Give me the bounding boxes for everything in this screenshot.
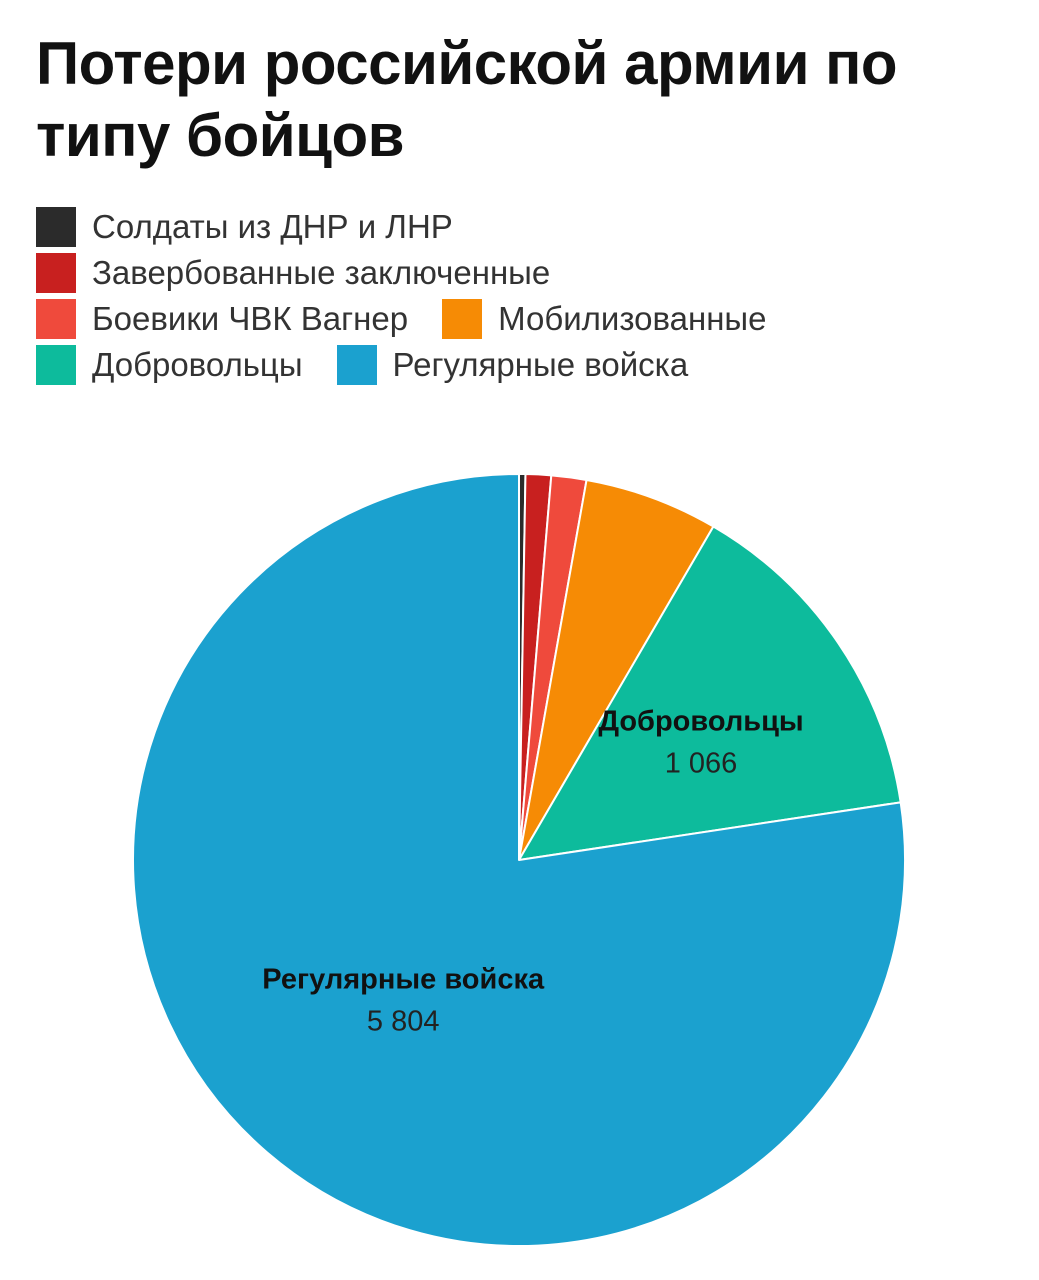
legend-row: Завербованные заключенные bbox=[36, 250, 996, 296]
pie-data-labels: Добровольцы 1 066 Регулярные войска 5 804 bbox=[262, 705, 803, 1037]
slice-label-value: 1 066 bbox=[665, 747, 738, 779]
pie-slice-regular bbox=[132, 473, 906, 1247]
legend-item-dnr-lnr: Солдаты из ДНР и ЛНР bbox=[36, 207, 453, 247]
legend-label: Регулярные войска bbox=[392, 346, 689, 383]
slice-label-name: Регулярные войска bbox=[262, 964, 545, 996]
legend-item-mobilized: Мобилизованные bbox=[442, 299, 767, 339]
chart-title: Потери российской армии по типу бойцов bbox=[36, 30, 898, 169]
legend-item-wagner: Боевики ЧВК Вагнер bbox=[36, 299, 408, 339]
slice-label-name: Добровольцы bbox=[598, 705, 803, 737]
legend-swatch bbox=[442, 299, 483, 339]
legend-item-regular: Регулярные войска bbox=[336, 345, 689, 385]
chart-legend: Солдаты из ДНР и ЛНР Завербованные заклю… bbox=[36, 204, 996, 388]
legend-swatch bbox=[36, 345, 76, 385]
pie-slices bbox=[132, 472, 906, 1247]
legend-swatch bbox=[336, 345, 377, 385]
legend-swatch bbox=[36, 253, 76, 293]
pie-slice-volunteers bbox=[518, 525, 902, 861]
legend-label: Боевики ЧВК Вагнер bbox=[92, 300, 409, 337]
legend-row: Солдаты из ДНР и ЛНР bbox=[36, 204, 996, 250]
legend-row: Добровольцы Регулярные войска bbox=[36, 342, 996, 388]
legend-label: Завербованные заключенные bbox=[92, 254, 551, 291]
slice-label-value: 5 804 bbox=[367, 1006, 440, 1038]
legend-row: Боевики ЧВК Вагнер Мобилизованные bbox=[36, 296, 996, 342]
legend-label: Мобилизованные bbox=[498, 300, 767, 337]
legend-item-volunteers: Добровольцы bbox=[36, 345, 303, 385]
legend-swatch bbox=[36, 299, 76, 339]
legend-label: Солдаты из ДНР и ЛНР bbox=[92, 208, 453, 245]
legend-swatch bbox=[36, 207, 76, 247]
legend-label: Добровольцы bbox=[92, 346, 303, 383]
pie-slice-mobilized bbox=[518, 478, 715, 861]
legend-item-prisoners: Завербованные заключенные bbox=[36, 253, 550, 293]
